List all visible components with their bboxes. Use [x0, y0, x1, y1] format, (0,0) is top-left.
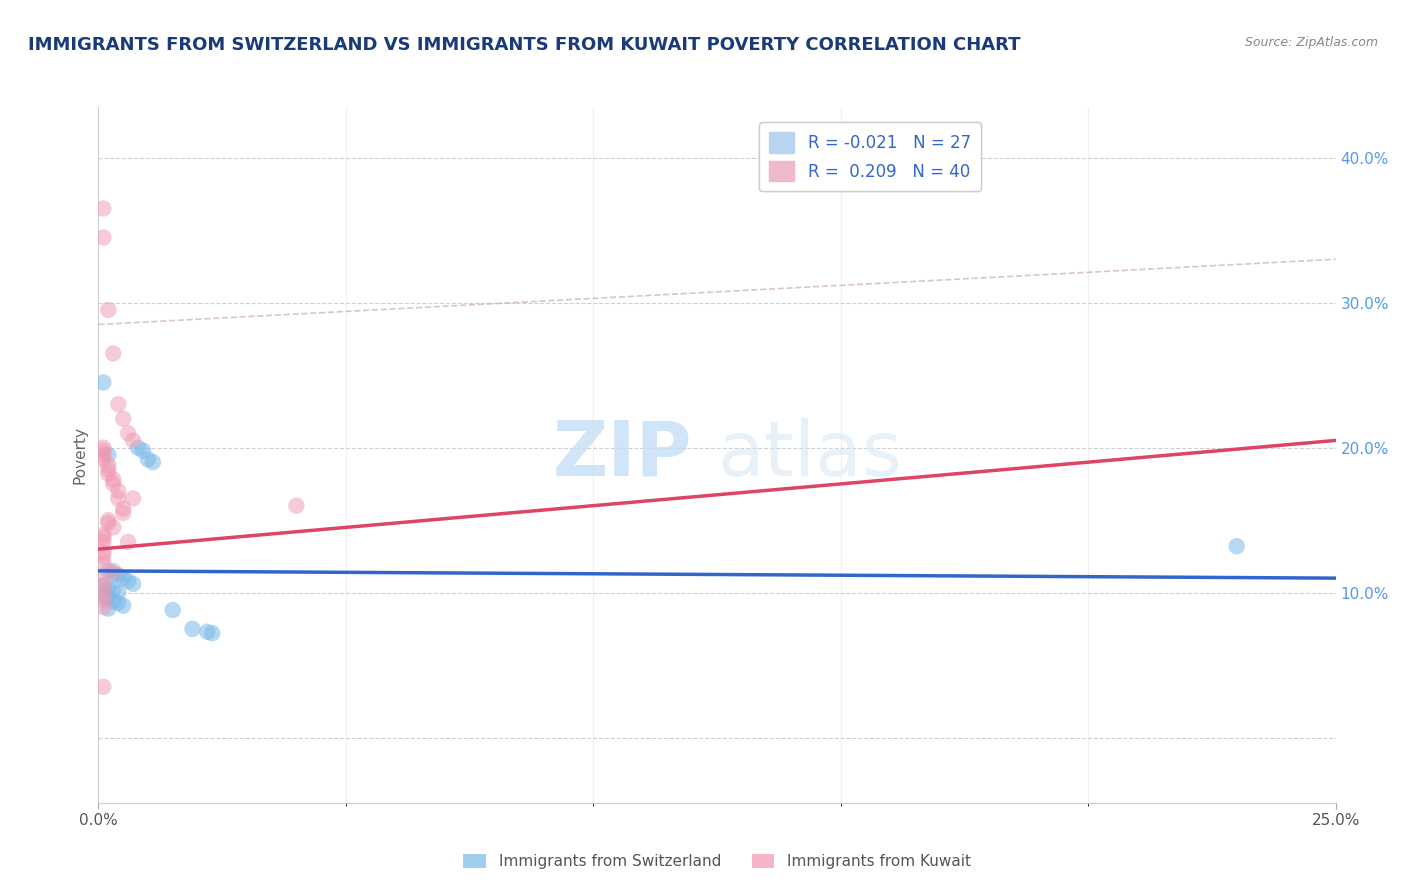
- Point: [103, 564, 125, 578]
- Point: [97, 462, 120, 476]
- Point: [107, 568, 129, 582]
- Point: [97, 513, 120, 527]
- Point: [132, 443, 155, 458]
- Point: [93, 680, 115, 694]
- Point: [103, 476, 125, 491]
- Point: [93, 448, 115, 462]
- Point: [97, 303, 120, 318]
- Point: [181, 622, 204, 636]
- Point: [93, 230, 115, 244]
- Point: [93, 527, 115, 541]
- Point: [195, 624, 218, 639]
- Point: [112, 506, 135, 520]
- Point: [127, 441, 149, 455]
- Point: [103, 582, 125, 597]
- Point: [93, 531, 115, 545]
- Point: [142, 455, 165, 469]
- Point: [93, 592, 115, 607]
- Point: [93, 557, 115, 571]
- Point: [93, 534, 115, 549]
- Point: [107, 397, 129, 411]
- Point: [285, 499, 308, 513]
- Point: [93, 589, 115, 603]
- Text: Source: ZipAtlas.com: Source: ZipAtlas.com: [1244, 36, 1378, 49]
- Point: [122, 434, 145, 448]
- Point: [97, 458, 120, 472]
- Point: [93, 549, 115, 564]
- Point: [97, 564, 120, 578]
- Point: [103, 473, 125, 487]
- Point: [1226, 539, 1249, 553]
- Point: [97, 516, 120, 530]
- Point: [112, 411, 135, 425]
- Y-axis label: Poverty: Poverty: [72, 425, 87, 484]
- Point: [112, 599, 135, 613]
- Legend: Immigrants from Switzerland, Immigrants from Kuwait: Immigrants from Switzerland, Immigrants …: [457, 848, 977, 875]
- Point: [93, 578, 115, 592]
- Point: [97, 591, 120, 606]
- Point: [93, 578, 115, 592]
- Point: [117, 534, 139, 549]
- Point: [103, 520, 125, 534]
- Point: [93, 571, 115, 585]
- Point: [201, 626, 224, 640]
- Point: [93, 441, 115, 455]
- Point: [93, 202, 115, 216]
- Point: [97, 467, 120, 481]
- Point: [93, 376, 115, 390]
- Point: [162, 603, 184, 617]
- Point: [117, 574, 139, 588]
- Point: [97, 582, 120, 596]
- Point: [97, 601, 120, 615]
- Point: [97, 448, 120, 462]
- Point: [107, 585, 129, 599]
- Point: [93, 585, 115, 599]
- Point: [122, 577, 145, 591]
- Point: [117, 426, 139, 441]
- Point: [103, 346, 125, 360]
- Point: [93, 443, 115, 458]
- Point: [112, 501, 135, 516]
- Point: [107, 491, 129, 506]
- Point: [103, 566, 125, 581]
- Text: IMMIGRANTS FROM SWITZERLAND VS IMMIGRANTS FROM KUWAIT POVERTY CORRELATION CHART: IMMIGRANTS FROM SWITZERLAND VS IMMIGRANT…: [28, 36, 1021, 54]
- Point: [107, 596, 129, 610]
- Point: [107, 484, 129, 499]
- Point: [93, 600, 115, 615]
- Point: [112, 571, 135, 585]
- Point: [103, 594, 125, 608]
- Point: [93, 452, 115, 467]
- Legend: R = -0.021   N = 27, R =  0.209   N = 40: R = -0.021 N = 27, R = 0.209 N = 40: [759, 122, 981, 191]
- Point: [136, 452, 159, 467]
- Point: [93, 545, 115, 559]
- Point: [122, 491, 145, 506]
- Text: ZIP: ZIP: [553, 418, 692, 491]
- Text: atlas: atlas: [717, 418, 901, 491]
